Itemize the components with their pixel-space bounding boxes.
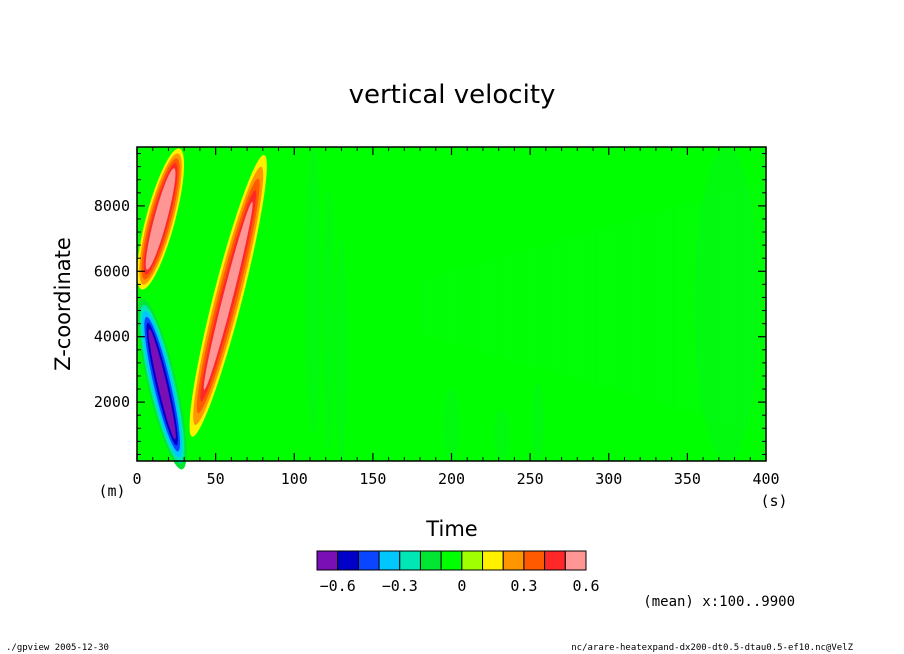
mean-annotation: (mean) x:100..9900 — [643, 594, 795, 610]
y-axis-ticks: 2000 4000 6000 8000 — [94, 153, 766, 455]
feature-downward-band-2 — [137, 298, 187, 470]
colorbar-cell — [419, 550, 442, 571]
x-tick-label: 150 — [359, 470, 386, 488]
x-tick-label: 200 — [438, 470, 465, 488]
x-tick-label: 100 — [281, 470, 308, 488]
x-tick-label: 250 — [517, 470, 544, 488]
x-axis-title: Time — [425, 517, 477, 541]
colorbar-tick-label: 0.6 — [572, 577, 599, 595]
colorbar-cell — [461, 550, 484, 571]
x-tick-label: 300 — [595, 470, 622, 488]
y-tick-label: 8000 — [94, 197, 130, 215]
colorbar-tick-label: −0.6 — [320, 577, 356, 595]
x-tick-label: 400 — [752, 470, 779, 488]
contour-level — [203, 201, 253, 390]
colorbar-cell — [337, 550, 359, 571]
x-tick-label: 350 — [674, 470, 701, 488]
colorbar-tick-label: 0.3 — [510, 577, 537, 595]
contour-level — [147, 173, 174, 265]
y-axis-title: Z-coordinate — [51, 237, 75, 371]
x-axis-ticks: 0 50 100 150 200 250 300 350 400 — [132, 147, 780, 488]
colorbar-tick-label: 0 — [457, 577, 466, 595]
feature-upward-band-1 — [137, 148, 185, 290]
colorbar-cell — [378, 550, 401, 571]
colorbar-cell — [440, 550, 463, 571]
contour-level — [148, 328, 176, 440]
colorbar-cell — [523, 550, 546, 571]
colorbar: −0.6 −0.3 0 0.3 0.6 — [316, 550, 600, 595]
heatmap-oscillation — [305, 146, 765, 462]
feature-upward-band-3 — [189, 154, 267, 437]
y-tick-label: 2000 — [94, 393, 130, 411]
colorbar-cell — [502, 550, 525, 571]
chart-title: vertical velocity — [349, 80, 556, 110]
y-tick-label: 6000 — [94, 262, 130, 280]
colorbar-cell — [316, 550, 339, 571]
colorbar-cell — [399, 550, 421, 571]
y-unit-label: (m) — [98, 482, 125, 500]
x-tick-label: 0 — [132, 470, 141, 488]
x-unit-label: (s) — [760, 492, 787, 510]
footer-right: nc/arare-heatexpand-dx200-dt0.5-dtau0.5-… — [571, 643, 853, 653]
heatmap-field — [137, 146, 766, 470]
colorbar-cell — [544, 550, 566, 571]
footer-left: ./gpview 2005-12-30 — [6, 643, 109, 653]
colorbar-cell — [482, 550, 504, 571]
colorbar-tick-label: −0.3 — [382, 577, 418, 595]
colorbar-cell — [564, 550, 587, 571]
y-tick-label: 4000 — [94, 328, 130, 346]
x-tick-label: 50 — [207, 470, 225, 488]
colorbar-cell — [357, 550, 380, 571]
